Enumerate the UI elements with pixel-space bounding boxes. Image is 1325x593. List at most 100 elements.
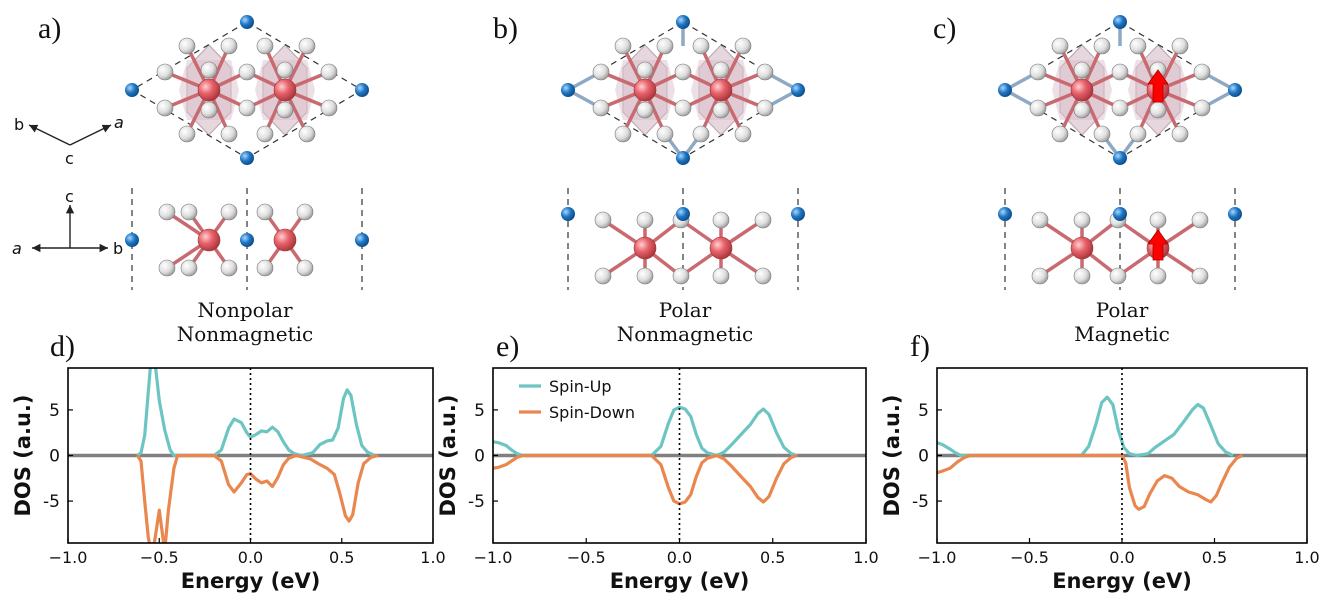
x-tick-label: 1.0 xyxy=(853,548,878,567)
x-tick-label: 1.0 xyxy=(1294,548,1319,567)
ligand-atom xyxy=(256,37,274,55)
ligand-atom xyxy=(1031,211,1049,229)
metal-atom xyxy=(633,78,657,102)
ligand-atom xyxy=(238,99,256,117)
y-tick-label: 0 xyxy=(474,447,485,467)
dos-chart-2: −1.0 −0.5 0.0 0.5 1.0 5 0 -5 Energy (eV) DOS (a.u… xyxy=(436,367,879,593)
alkali-atom xyxy=(791,207,805,221)
panel-label-b: b) xyxy=(493,12,518,45)
ligand-atom xyxy=(1109,267,1127,285)
metal-atom xyxy=(709,236,733,260)
alkali-atom xyxy=(676,207,690,221)
metal-atom xyxy=(197,78,221,102)
caption-line-1: Polar xyxy=(658,298,712,322)
ligand-atom xyxy=(1111,63,1129,81)
axes-triad-top: b a c xyxy=(14,113,124,168)
legend-label: Spin-Up xyxy=(549,377,612,396)
alkali-atom xyxy=(240,151,254,165)
ligand-atom xyxy=(200,61,218,79)
ligand-atom xyxy=(238,63,256,81)
ligand-atom xyxy=(1149,267,1167,285)
x-tick-label: −0.5 xyxy=(1010,548,1049,567)
ligand-atom xyxy=(1193,63,1211,81)
ligand-atom xyxy=(276,61,294,79)
ligand-atom xyxy=(296,259,314,277)
ligand-atom xyxy=(592,63,610,81)
ligand-atom xyxy=(158,203,176,221)
x-tick-label: −1.0 xyxy=(49,548,88,567)
alkali-atom xyxy=(676,151,690,165)
ligand-atom xyxy=(298,125,316,143)
alkali-atom xyxy=(240,15,254,29)
ligand-atom xyxy=(156,99,174,117)
ligand-atom xyxy=(1073,211,1091,229)
ligand-atom xyxy=(1029,63,1047,81)
alkali-atom xyxy=(355,233,369,247)
caption-line-2: Nonmagnetic xyxy=(616,322,754,346)
y-tick-label: -5 xyxy=(468,492,485,512)
caption-line-1: Nonpolar xyxy=(197,298,293,322)
ligand-atom xyxy=(1171,125,1189,143)
ligand-atom xyxy=(712,267,730,285)
alkali-atom xyxy=(125,233,139,247)
metal-atom xyxy=(633,236,657,260)
caption-line-2: Magnetic xyxy=(1074,322,1170,346)
x-tick-label: 0.0 xyxy=(238,548,263,567)
panel-label-e: e) xyxy=(496,330,520,363)
alkali-atom xyxy=(1113,15,1127,29)
ligand-atom xyxy=(712,61,730,79)
metal-atom xyxy=(273,228,297,252)
crystal-structures: b a c c a b xyxy=(12,15,1242,290)
ligand-atom xyxy=(1149,101,1167,119)
ligand-atom xyxy=(594,211,612,229)
caption-line-2: Nonmagnetic xyxy=(176,322,314,346)
ligand-atom xyxy=(614,125,632,143)
plot-frame xyxy=(936,367,1308,544)
ligand-atom xyxy=(674,99,692,117)
alkali-atom xyxy=(240,233,254,247)
y-tick-label: 5 xyxy=(474,401,485,421)
ligand-atom xyxy=(1171,37,1189,55)
ligand-atom xyxy=(756,99,774,117)
axis-label-b-side: b xyxy=(113,239,123,258)
ligand-atom xyxy=(1129,125,1147,143)
ligand-atom xyxy=(1191,267,1209,285)
ligand-atom xyxy=(636,211,654,229)
alkali-atom xyxy=(791,83,805,97)
spin-down-line xyxy=(493,453,798,506)
ligand-atom xyxy=(296,203,314,221)
ligand-atom xyxy=(692,37,710,55)
y-tick-label: -5 xyxy=(912,492,929,512)
ligand-atom xyxy=(276,101,294,119)
ligand-atom xyxy=(734,125,752,143)
ligand-atom xyxy=(672,267,690,285)
ligand-atom xyxy=(320,63,338,81)
structure-caption-a: Nonpolar Nonmagnetic xyxy=(115,298,375,346)
ligand-atom xyxy=(734,37,752,55)
panel-label-c: c) xyxy=(933,12,957,45)
x-tick-label: 0.5 xyxy=(760,548,785,567)
ligand-atom xyxy=(692,125,710,143)
spin-down-line xyxy=(135,453,379,543)
panel-label-a: a) xyxy=(38,12,62,45)
y-tick-label: 5 xyxy=(49,401,60,421)
y-tick-label: 0 xyxy=(49,447,60,467)
caption-line-1: Polar xyxy=(1095,298,1149,322)
x-tick-label: 0.0 xyxy=(667,548,692,567)
ligand-atom xyxy=(614,37,632,55)
metal-atom xyxy=(1070,236,1094,260)
ligand-atom xyxy=(256,203,274,221)
ligand-atom xyxy=(1191,211,1209,229)
ligand-atom xyxy=(256,259,274,277)
ligand-atom xyxy=(200,101,218,119)
metal-atom xyxy=(709,78,733,102)
legend-label: Spin-Down xyxy=(549,403,635,422)
alkali-atom xyxy=(1113,151,1127,165)
ligand-atom xyxy=(636,61,654,79)
magnetic-moment-arrow xyxy=(1147,69,1169,103)
x-tick-label: 0.0 xyxy=(1109,548,1134,567)
ligand-atom xyxy=(320,99,338,117)
axis-label-a-side: a xyxy=(12,239,22,258)
spin-down-line xyxy=(937,453,1243,511)
